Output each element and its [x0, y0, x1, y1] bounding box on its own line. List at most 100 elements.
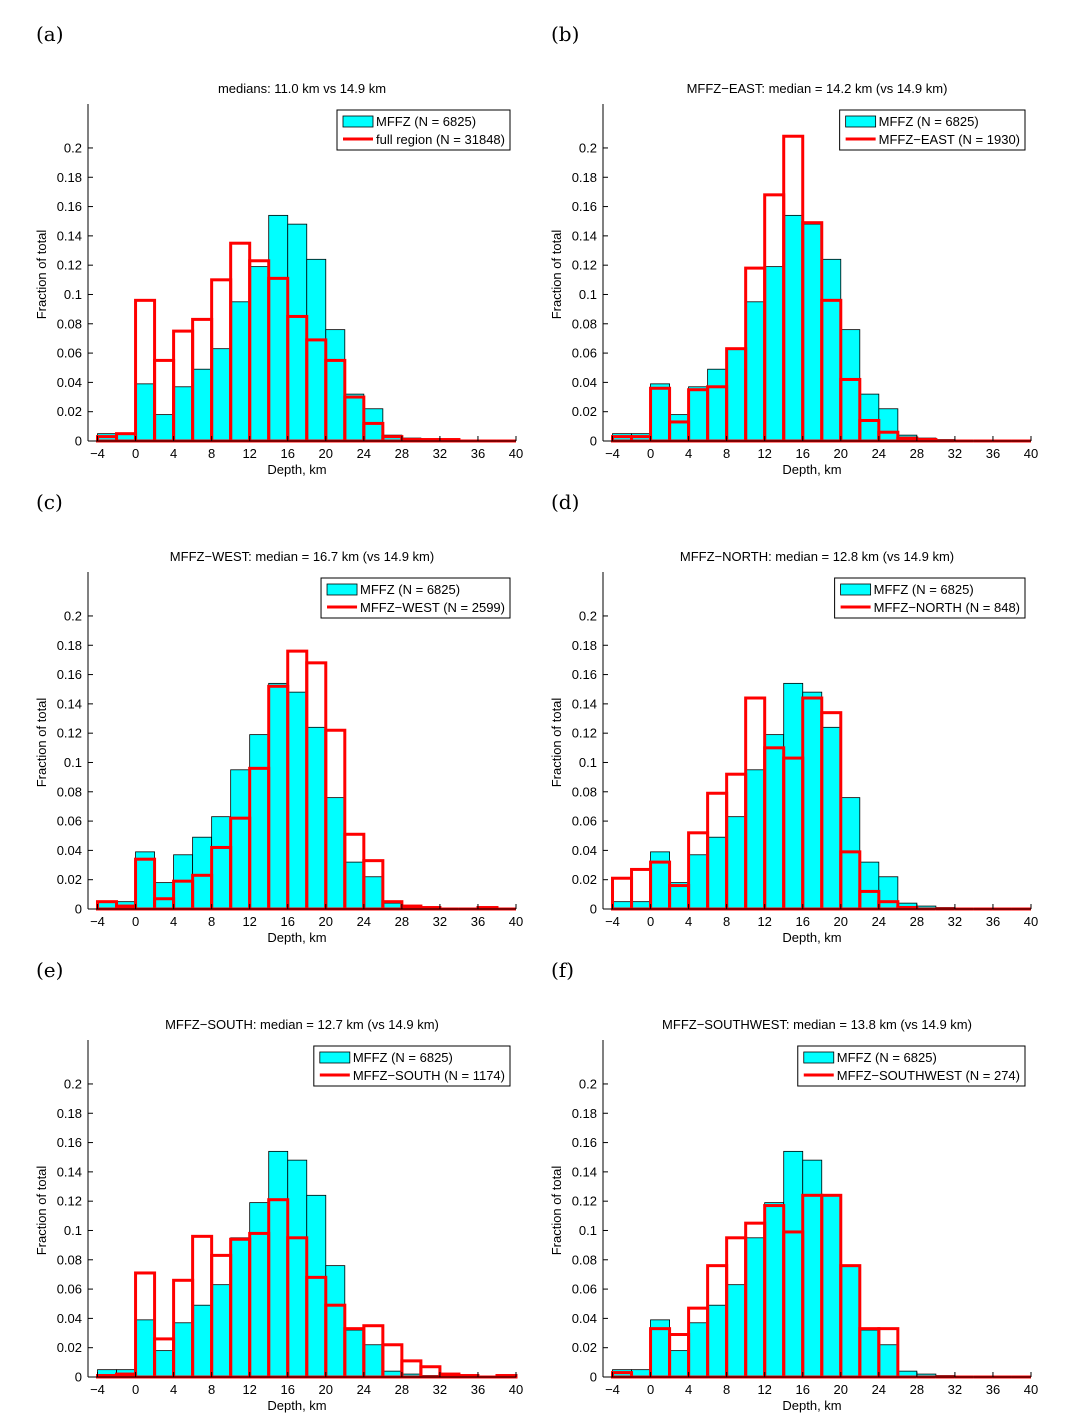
y-tick-label: 0.02 — [572, 1340, 597, 1355]
y-tick-label: 0.12 — [57, 726, 82, 741]
bar-mffz — [802, 691, 823, 910]
bar-mffz — [821, 726, 842, 910]
x-tick-label: 24 — [872, 914, 886, 929]
x-tick-label: 20 — [319, 914, 333, 929]
x-tick-label: −4 — [90, 914, 105, 929]
x-tick-label: 24 — [872, 446, 886, 461]
x-tick-label: 12 — [242, 446, 256, 461]
x-tick-label: 0 — [132, 1382, 139, 1397]
bar-mffz — [344, 1329, 365, 1378]
legend-label-comparison: MFFZ−NORTH (N = 848) — [874, 600, 1020, 615]
panel-label: (f) — [551, 958, 574, 982]
x-tick-label: 40 — [509, 446, 523, 461]
x-tick-label: 8 — [208, 914, 215, 929]
y-axis-label: Fraction of total — [549, 698, 564, 788]
y-tick-label: 0.14 — [572, 696, 597, 711]
bar-mffz — [745, 301, 766, 442]
y-tick-label: 0.14 — [57, 228, 82, 243]
y-axis-label: Fraction of total — [549, 230, 564, 320]
x-tick-label: 28 — [910, 914, 924, 929]
bar-mffz — [802, 223, 823, 442]
x-tick-label: 32 — [948, 1382, 962, 1397]
y-tick-label: 0.04 — [572, 843, 597, 858]
panel-label: (c) — [36, 490, 63, 514]
bar-mffz — [344, 393, 365, 442]
x-tick-label: 36 — [986, 1382, 1000, 1397]
x-tick-label: 24 — [872, 1382, 886, 1397]
y-tick-label: 0.2 — [579, 608, 597, 623]
x-tick-label: 40 — [1024, 914, 1038, 929]
x-tick-label: 20 — [319, 1382, 333, 1397]
x-tick-label: 8 — [723, 914, 730, 929]
y-tick-label: 0.02 — [572, 872, 597, 887]
y-tick-label: 0.16 — [57, 1135, 82, 1150]
bar-mffz — [726, 1284, 747, 1378]
y-tick-label: 0.06 — [572, 346, 597, 361]
bar-mffz — [688, 386, 709, 442]
x-tick-label: 8 — [723, 446, 730, 461]
chart-title: MFFZ−SOUTHWEST: median = 13.8 km (vs 14.… — [662, 1017, 972, 1032]
x-tick-label: 0 — [647, 1382, 654, 1397]
bar-mffz — [821, 1194, 842, 1378]
y-tick-label: 0.14 — [572, 1164, 597, 1179]
y-tick-label: 0.06 — [572, 814, 597, 829]
x-tick-label: 28 — [395, 914, 409, 929]
bar-mffz — [707, 1304, 728, 1378]
y-tick-label: 0.02 — [57, 1340, 82, 1355]
chart-title: MFFZ−SOUTH: median = 12.7 km (vs 14.9 km… — [165, 1017, 439, 1032]
chart-title: MFFZ−NORTH: median = 12.8 km (vs 14.9 km… — [680, 549, 954, 564]
legend-label-comparison: MFFZ−EAST (N = 1930) — [879, 132, 1020, 147]
x-tick-label: 8 — [208, 1382, 215, 1397]
bar-mffz — [268, 682, 289, 910]
y-tick-label: 0.06 — [57, 814, 82, 829]
y-tick-label: 0.18 — [572, 638, 597, 653]
y-tick-label: 0.18 — [57, 1106, 82, 1121]
y-tick-label: 0.14 — [57, 1164, 82, 1179]
x-tick-label: 16 — [280, 446, 294, 461]
bar-mffz — [192, 368, 213, 442]
y-axis-label: Fraction of total — [34, 1166, 49, 1256]
bar-mffz — [211, 1284, 232, 1378]
y-tick-label: 0.06 — [57, 346, 82, 361]
legend-label-comparison: MFFZ−SOUTH (N = 1174) — [353, 1068, 505, 1083]
bar-mffz — [154, 1350, 174, 1378]
x-tick-label: 16 — [280, 1382, 294, 1397]
x-tick-label: 16 — [795, 1382, 809, 1397]
x-tick-label: 40 — [509, 914, 523, 929]
legend-swatch-filled — [342, 115, 374, 128]
bar-mffz — [268, 1150, 289, 1378]
x-tick-label: 16 — [280, 914, 294, 929]
bar-mffz — [745, 1237, 766, 1378]
panel-c: (c) MFFZ−WEST: median = 16.7 km (vs 14.9 … — [34, 490, 523, 945]
x-tick-label: 24 — [357, 446, 371, 461]
x-tick-label: −4 — [90, 446, 105, 461]
y-tick-label: 0.1 — [64, 755, 82, 770]
x-tick-label: 8 — [208, 446, 215, 461]
legend-swatch-filled — [803, 1051, 835, 1064]
y-tick-label: 0.02 — [572, 404, 597, 419]
bar-mffz — [821, 258, 842, 442]
bar-mffz — [878, 408, 899, 442]
y-tick-label: 0.04 — [572, 375, 597, 390]
panel-b: (b) MFFZ−EAST: median = 14.2 km (vs 14.9 … — [549, 22, 1038, 477]
y-tick-label: 0.14 — [572, 228, 597, 243]
x-tick-label: 0 — [132, 914, 139, 929]
bar-mffz — [783, 682, 804, 910]
chart-title: medians: 11.0 km vs 14.9 km — [218, 81, 386, 96]
y-tick-label: 0.08 — [572, 784, 597, 799]
y-tick-label: 0.1 — [64, 287, 82, 302]
bar-mffz — [363, 1344, 384, 1378]
bar-mffz — [669, 414, 689, 442]
y-tick-label: 0.12 — [57, 258, 82, 273]
x-tick-label: 32 — [433, 1382, 447, 1397]
y-tick-label: 0.2 — [64, 1076, 82, 1091]
chart-title: MFFZ−WEST: median = 16.7 km (vs 14.9 km) — [170, 549, 434, 564]
x-tick-label: 12 — [242, 914, 256, 929]
y-tick-label: 0.08 — [57, 1252, 82, 1267]
y-tick-label: 0.1 — [579, 287, 597, 302]
x-tick-label: 28 — [395, 1382, 409, 1397]
bar-mffz — [325, 1265, 346, 1378]
x-tick-label: 32 — [433, 914, 447, 929]
x-axis-label: Depth, km — [782, 1398, 841, 1413]
bar-mffz — [650, 851, 670, 910]
